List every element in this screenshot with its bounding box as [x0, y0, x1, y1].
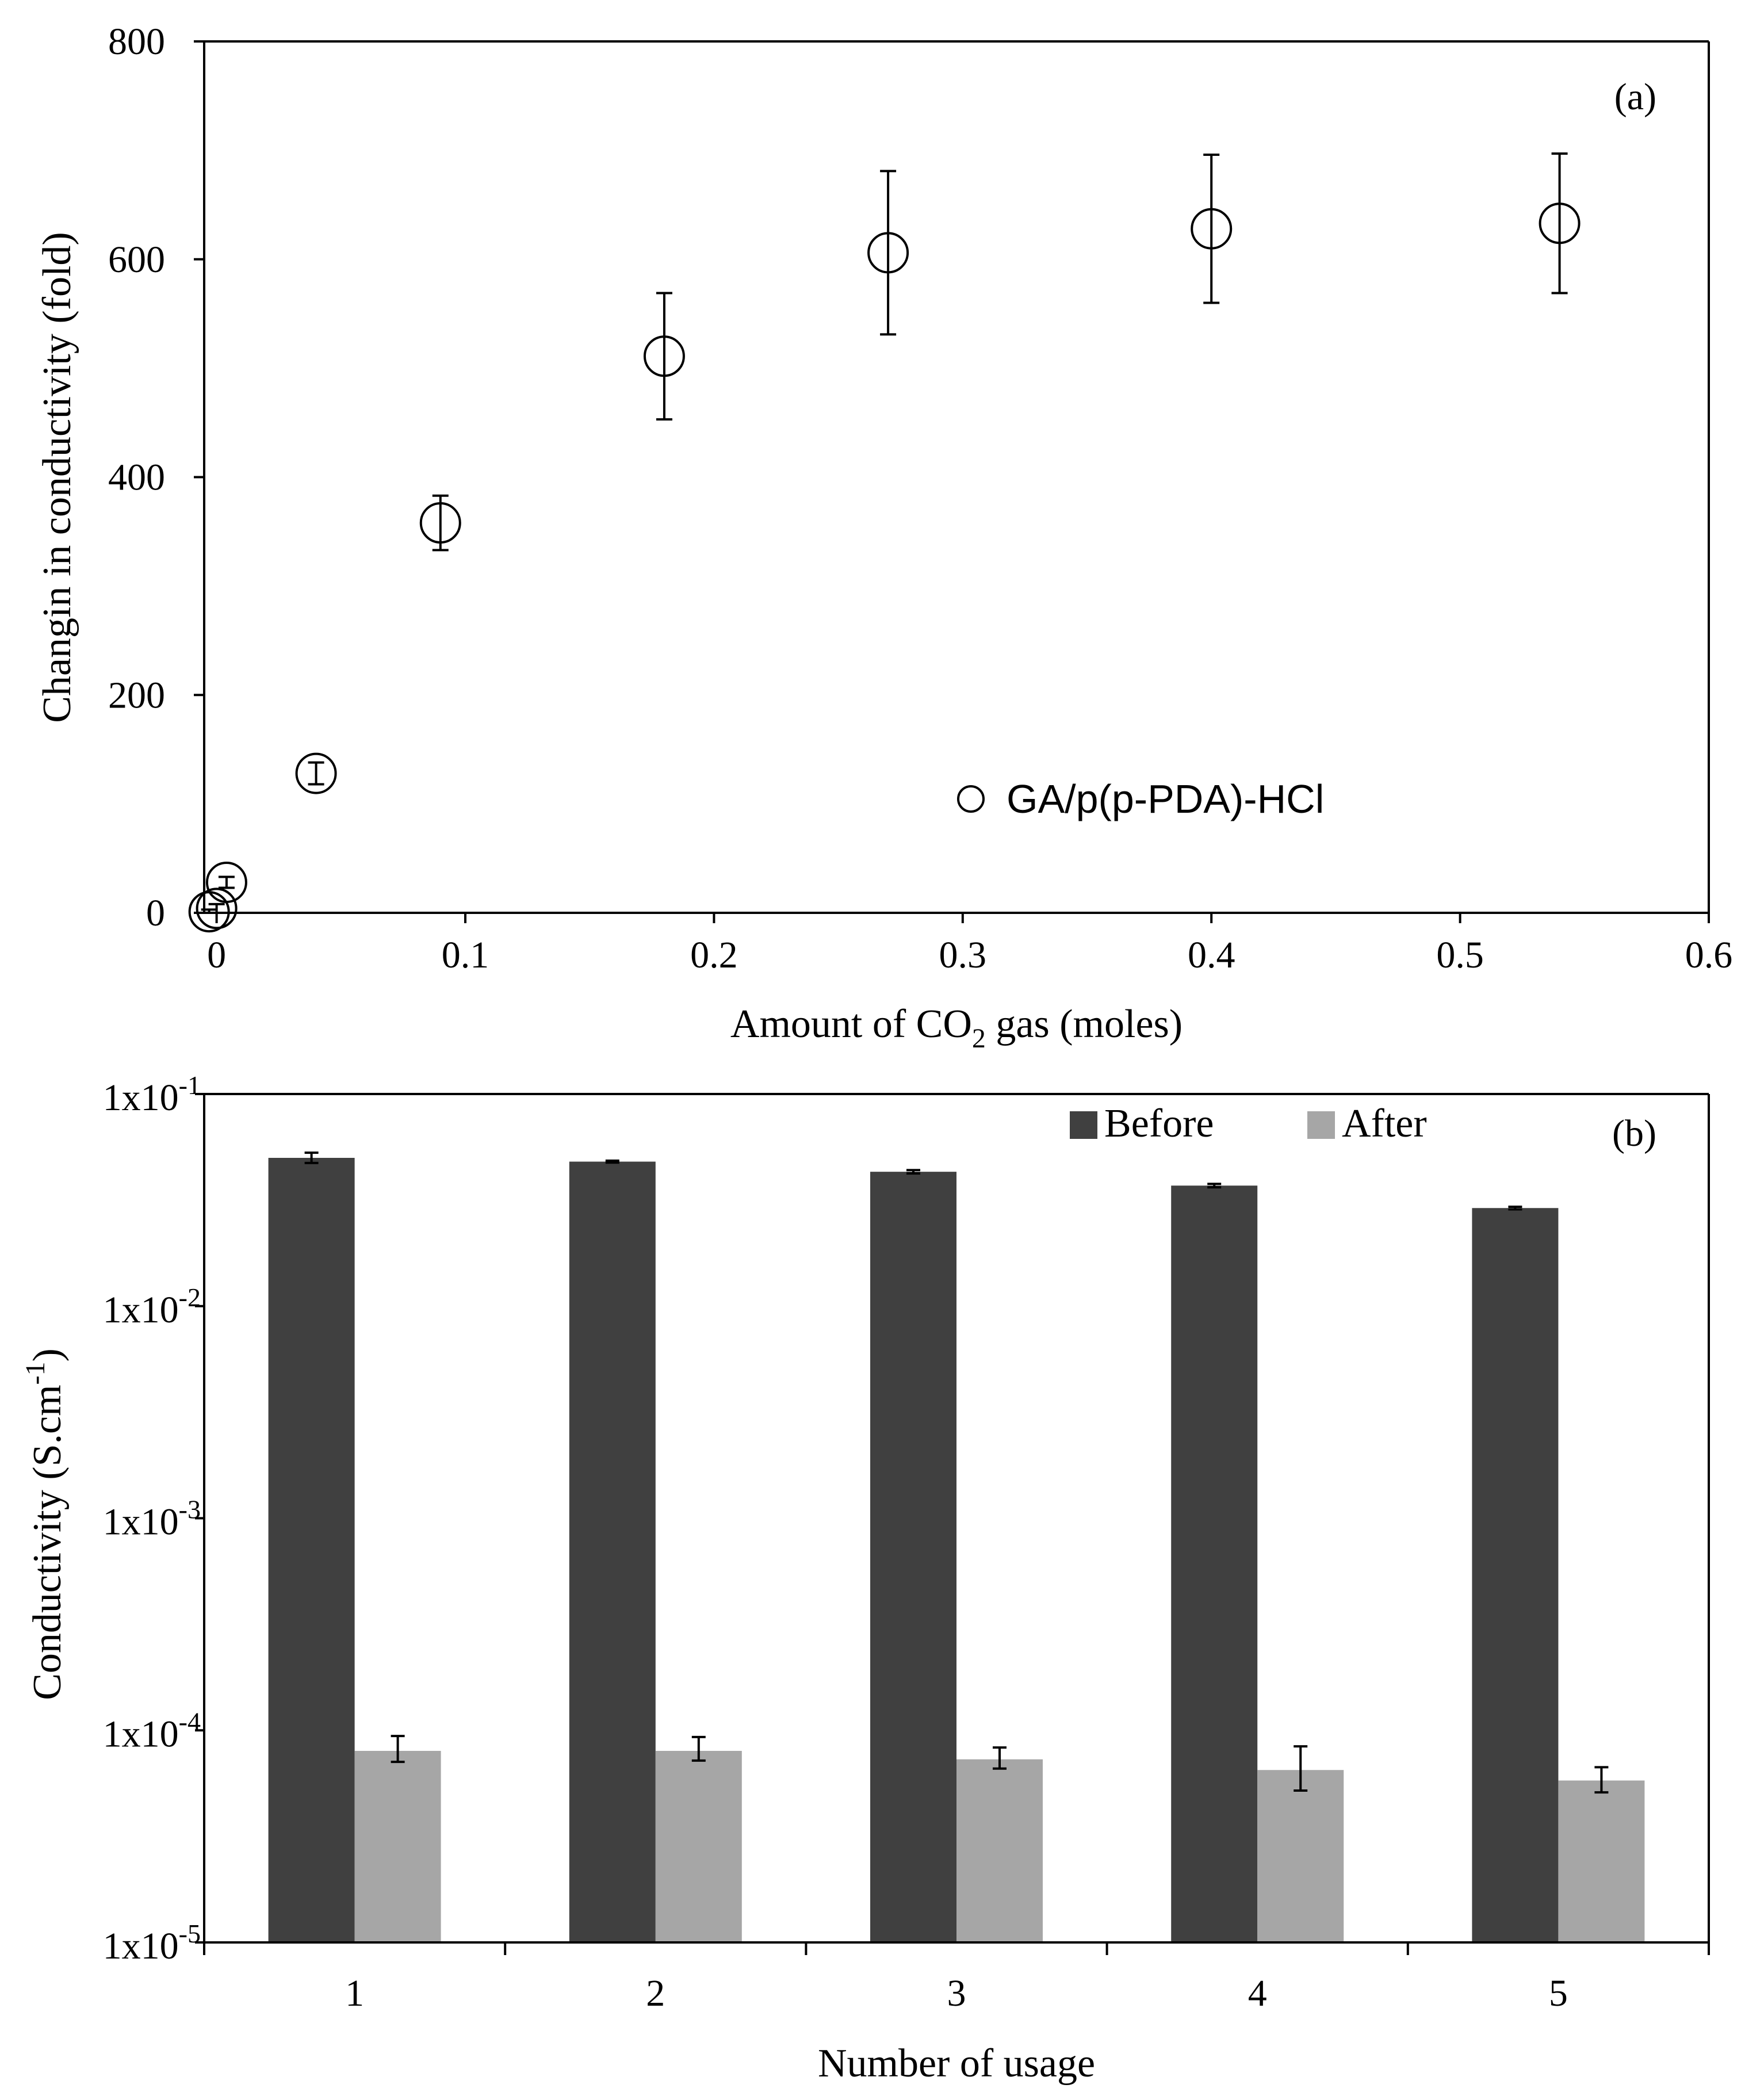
panel-b-bar-before — [870, 1172, 956, 1942]
panel-b-bar-after — [1257, 1770, 1344, 1942]
panel-b-x-tick-label: 1 — [345, 1972, 364, 2014]
panel-a-x-tick-label: 0.2 — [690, 934, 738, 976]
panel-a-x-tick-label: 0.4 — [1188, 934, 1235, 976]
panel-b-bar-before — [268, 1158, 355, 1942]
panel-b-legend-swatch-after — [1307, 1111, 1335, 1139]
panel-b-y-tick-label-base: 1x10 — [103, 1501, 179, 1543]
panel-b-y-tick-label: 1x10-1 — [103, 1070, 201, 1119]
panel-a-x-tick-label: 0.3 — [939, 934, 987, 976]
panel-a-y-tick-label: 800 — [108, 21, 165, 63]
panel-b-x-tick-label: 4 — [1248, 1972, 1267, 2014]
panel-b-y-tick-label-base: 1x10 — [103, 1713, 179, 1755]
panel-a-x-axis-title-prefix: Amount of CO — [730, 1002, 972, 1046]
panel-b-bar-after — [956, 1759, 1043, 1942]
panel-b-bar-after — [354, 1750, 441, 1942]
panel-b-y-tick-label: 1x10-2 — [103, 1283, 201, 1331]
panel-a-y-tick-label: 600 — [108, 239, 165, 281]
panel-b-x-tick-label: 2 — [646, 1972, 665, 2014]
panel-b-y-tick-label: 1x10-5 — [103, 1919, 201, 1967]
panel-b-legend-label-before: Before — [1104, 1101, 1214, 1146]
panel-b-y-axis-title-sup: -1 — [20, 1362, 51, 1385]
panel-b-x-axis-title: Number of usage — [818, 2041, 1095, 2086]
panel-b-y-tick-label-exp: -3 — [179, 1495, 201, 1524]
panel-b-y-tick-label-exp: -4 — [179, 1707, 201, 1736]
panel-b-y-axis-title-suffix: ) — [25, 1348, 70, 1361]
panel-a-data-point — [643, 335, 685, 377]
panel-b-y-tick-label: 1x10-3 — [103, 1495, 201, 1543]
panel-a-scatter-chart: 0 0.1 0.2 0.3 0.4 0.5 0.6 0 200 400 600 800 (a) GA/… — [35, 21, 1732, 1054]
panel-b-x-tick-label: 5 — [1549, 1972, 1568, 2014]
panel-a-x-axis-title: Amount of CO2 gas (moles) — [730, 1002, 1183, 1054]
panel-b-label: (b) — [1612, 1112, 1656, 1154]
panel-a-x-axis-title-sub: 2 — [972, 1023, 986, 1054]
panel-a-legend-marker — [957, 785, 985, 813]
panel-b-bar-before — [1171, 1185, 1258, 1942]
panel-a-data-point — [419, 502, 461, 544]
panel-b-bar-before — [569, 1161, 656, 1942]
panel-a-ticks: 0 0.1 0.2 0.3 0.4 0.5 0.6 0 200 400 600 800 — [108, 21, 1732, 976]
panel-b-y-tick-label-base: 1x10 — [103, 1925, 179, 1967]
panel-a-data-points — [188, 202, 1581, 933]
panel-b-legend-swatch-before — [1070, 1111, 1097, 1139]
panel-a-data-point — [295, 752, 337, 794]
panel-b-y-tick-label-base: 1x10 — [103, 1077, 179, 1119]
panel-b-y-tick-label-exp: -5 — [179, 1919, 201, 1948]
panel-a-data-point — [1191, 208, 1233, 250]
panel-b-y-tick-label-base: 1x10 — [103, 1289, 179, 1331]
panel-b-y-tick-label-exp: -2 — [179, 1283, 201, 1312]
panel-b-y-axis-title-prefix: Conductivity (S.cm — [25, 1384, 70, 1700]
panel-a-legend-label: GA/p(p-PDA)-HCl — [1007, 777, 1324, 821]
panel-a-data-point — [1539, 202, 1581, 244]
panel-a-y-tick-label: 400 — [108, 457, 165, 499]
panel-a-x-tick-label: 0 — [207, 934, 226, 976]
panel-a-data-point — [867, 232, 909, 274]
panel-a-y-tick-label: 200 — [108, 674, 165, 716]
panel-b-y-tick-label-exp: -1 — [179, 1070, 201, 1100]
panel-b-x-tick-label: 3 — [947, 1972, 966, 2014]
panel-a-x-axis-title-suffix: gas (moles) — [986, 1002, 1183, 1046]
panel-a-y-axis-title: Changin in conductivity (fold) — [35, 232, 79, 722]
panel-b-bar-before — [1472, 1208, 1559, 1942]
panel-a-data-point — [205, 861, 247, 903]
panel-a-x-tick-label: 0.1 — [442, 934, 489, 976]
panel-a-x-tick-label: 0.5 — [1436, 934, 1484, 976]
panel-b-y-tick-label: 1x10-4 — [103, 1707, 201, 1755]
panel-a-y-tick-label: 0 — [146, 892, 165, 934]
panel-a-data-point — [196, 888, 238, 930]
panel-b-bar-after — [1558, 1780, 1645, 1942]
panel-b-error-bars — [304, 1151, 1609, 1794]
panel-a-x-tick-label: 0.6 — [1685, 934, 1733, 976]
panel-a-error-bars — [201, 152, 1568, 914]
panel-b-legend-label-after: After — [1342, 1101, 1427, 1146]
panel-b-bars — [268, 1158, 1645, 1942]
panel-b-bar-after — [655, 1750, 742, 1942]
panel-a-label: (a) — [1614, 76, 1656, 118]
panel-b-y-axis-title: Conductivity (S.cm-1) — [20, 1348, 70, 1700]
